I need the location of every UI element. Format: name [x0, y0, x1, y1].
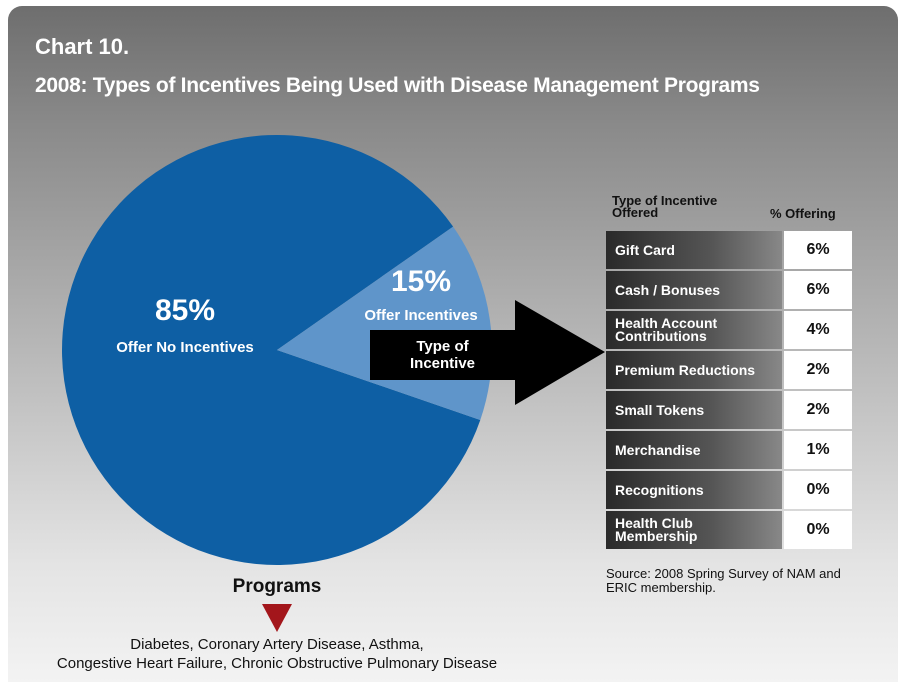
table-row: Premium Reductions 2%	[606, 351, 852, 389]
chart-subtitle: 2008: Types of Incentives Being Used wit…	[35, 74, 760, 97]
arrow-label: Type of Incentive	[375, 332, 510, 378]
down-arrow	[262, 604, 292, 632]
table-row: Gift Card 6%	[606, 231, 852, 269]
arrow	[370, 300, 605, 405]
value-label: 85%	[155, 294, 215, 327]
row-value: 0%	[784, 511, 852, 549]
slice-label: Offer Incentives	[364, 307, 477, 324]
row-value: 6%	[784, 231, 852, 269]
programs-line: Diabetes, Coronary Artery Disease, Asthm…	[130, 636, 424, 653]
row-label: Gift Card	[606, 231, 782, 269]
chart-title: Chart 10.	[35, 34, 130, 59]
row-label-text: Recognitions	[615, 481, 704, 498]
row-label: Merchandise	[606, 431, 782, 469]
row-label-text: Cash / Bonuses	[615, 281, 721, 298]
row-label-text: Merchandise	[615, 441, 701, 458]
row-label-text: Health Account Contributions	[615, 315, 718, 344]
row-value: 0%	[784, 471, 852, 509]
row-value: 1%	[784, 431, 852, 469]
pie-slice	[62, 135, 481, 566]
row-label-text: Small Tokens	[615, 401, 705, 418]
programs-label: Programs	[232, 576, 322, 597]
slice-label: Offer No Incentives	[116, 339, 254, 356]
row-label-text: Premium Reductions	[615, 361, 756, 378]
row-value: 6%	[784, 271, 852, 309]
arrow-text: Type of Incentive	[409, 338, 476, 372]
table-header: Type of Incentive Offered	[612, 193, 718, 220]
row-label-text: Health Club Membership	[615, 515, 698, 544]
row-label: Premium Reductions	[606, 351, 782, 389]
row-label: Health Club Membership	[606, 511, 782, 549]
table-row: Health Account Contributions 4%	[606, 311, 852, 349]
table-row: Merchandise 1%	[606, 431, 852, 469]
row-label-text: Gift Card	[615, 241, 675, 258]
source-note: Source: 2008 Spring Survey of NAM and ER…	[606, 566, 841, 595]
row-value: 2%	[784, 351, 852, 389]
row-label: Cash / Bonuses	[606, 271, 782, 309]
row-value: 4%	[784, 311, 852, 349]
table-row: Recognitions 0%	[606, 471, 852, 509]
table-row: Small Tokens 2%	[606, 391, 852, 429]
row-label: Health Account Contributions	[606, 311, 782, 349]
table-row: Cash / Bonuses 6%	[606, 271, 852, 309]
row-label: Recognitions	[606, 471, 782, 509]
row-value: 2%	[784, 391, 852, 429]
programs-line: Congestive Heart Failure, Chronic Obstru…	[56, 655, 498, 672]
table-header: % Offering	[770, 206, 836, 221]
row-label: Small Tokens	[606, 391, 782, 429]
value-label: 15%	[391, 265, 451, 298]
table-row: Health Club Membership 0%	[606, 511, 852, 549]
